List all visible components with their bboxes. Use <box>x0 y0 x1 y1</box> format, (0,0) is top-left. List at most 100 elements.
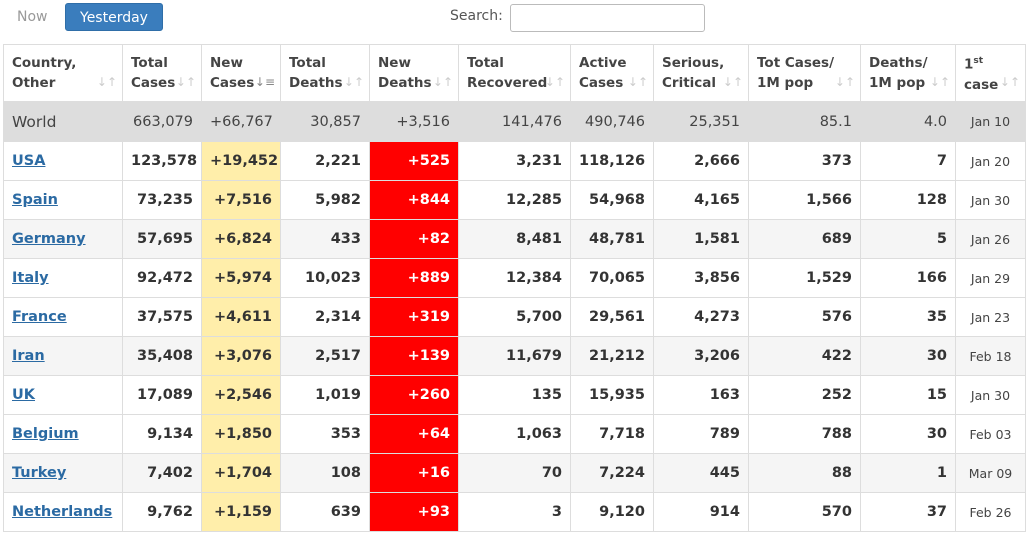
tab-now[interactable]: Now <box>17 9 48 25</box>
serious-critical-cell: 1,581 <box>653 219 749 259</box>
cases-per-million-cell: 1,529 <box>748 258 861 298</box>
country-link[interactable]: Germany <box>12 231 86 247</box>
country-link[interactable]: Netherlands <box>12 504 113 520</box>
first-case-cell: Jan 26 <box>955 219 1026 259</box>
new-deaths-cell: +64 <box>369 414 459 454</box>
active-cases-cell: 54,968 <box>570 180 654 220</box>
first-case-cell: Jan 29 <box>955 258 1026 298</box>
header-country[interactable]: Country, Other ↓↑ <box>3 44 123 102</box>
total-recovered-cell: 141,476 <box>458 101 571 142</box>
search-input[interactable] <box>510 4 705 32</box>
total-recovered-cell: 11,679 <box>458 336 571 376</box>
serious-critical-cell: 25,351 <box>653 101 749 142</box>
first-case-cell: Feb 18 <box>955 336 1026 376</box>
table-row: France 37,575 +4,611 2,314 +319 5,700 29,561 4,… <box>3 297 1026 337</box>
country-cell: France <box>3 297 123 337</box>
serious-critical-cell: 163 <box>653 375 749 415</box>
deaths-per-million-cell: 37 <box>860 492 956 532</box>
new-deaths-cell: +16 <box>369 453 459 493</box>
total-cases-cell: 663,079 <box>122 101 202 142</box>
header-serious-critical[interactable]: Serious, Critical ↓↑ <box>653 44 749 102</box>
table-row: UK 17,089 +2,546 1,019 +260 135 15,935 163 252 15… <box>3 375 1026 415</box>
total-deaths-cell: 2,314 <box>280 297 370 337</box>
cases-per-million-cell: 1,566 <box>748 180 861 220</box>
total-deaths-cell: 353 <box>280 414 370 454</box>
new-cases-cell: +6,824 <box>201 219 281 259</box>
active-cases-cell: 9,120 <box>570 492 654 532</box>
cases-per-million-cell: 570 <box>748 492 861 532</box>
total-cases-cell: 123,578 <box>122 141 202 181</box>
header-first-case[interactable]: 1st case ↓↑ <box>955 44 1026 102</box>
country-link[interactable]: Turkey <box>12 465 67 481</box>
total-cases-cell: 57,695 <box>122 219 202 259</box>
cases-per-million-cell: 788 <box>748 414 861 454</box>
header-new-cases[interactable]: New Cases ↓≡ <box>201 44 281 102</box>
new-deaths-cell: +844 <box>369 180 459 220</box>
table-row: USA 123,578 +19,452 2,221 +525 3,231 118,126 2,… <box>3 141 1026 181</box>
first-case-cell: Mar 09 <box>955 453 1026 493</box>
country-link[interactable]: Iran <box>12 348 45 364</box>
header-total-recovered[interactable]: Total Recovered ↓↑ <box>458 44 571 102</box>
country-link[interactable]: Italy <box>12 270 49 286</box>
country-link[interactable]: UK <box>12 387 36 403</box>
sort-icon: ↓↑ <box>175 75 196 89</box>
first-case-cell: Jan 20 <box>955 141 1026 181</box>
search-label: Search: <box>450 8 503 24</box>
first-case-cell: Feb 03 <box>955 414 1026 454</box>
cases-per-million-cell: 576 <box>748 297 861 337</box>
total-cases-cell: 92,472 <box>122 258 202 298</box>
country-link[interactable]: USA <box>12 153 46 169</box>
serious-critical-cell: 914 <box>653 492 749 532</box>
deaths-per-million-cell: 1 <box>860 453 956 493</box>
total-recovered-cell: 8,481 <box>458 219 571 259</box>
header-total-cases[interactable]: Total Cases ↓↑ <box>122 44 202 102</box>
deaths-per-million-cell: 166 <box>860 258 956 298</box>
header-deaths-per-million[interactable]: Deaths/1M pop ↓↑ <box>860 44 956 102</box>
active-cases-cell: 48,781 <box>570 219 654 259</box>
sort-icon: ↓↑ <box>999 75 1020 89</box>
total-recovered-cell: 5,700 <box>458 297 571 337</box>
table-row: Netherlands 9,762 +1,159 639 +93 3 9,120 914 570… <box>3 492 1026 532</box>
deaths-per-million-cell: 35 <box>860 297 956 337</box>
cases-per-million-cell: 85.1 <box>748 101 861 142</box>
total-deaths-cell: 10,023 <box>280 258 370 298</box>
header-active-cases[interactable]: Active Cases ↓↑ <box>570 44 654 102</box>
new-deaths-cell: +139 <box>369 336 459 376</box>
country-cell: UK <box>3 375 123 415</box>
serious-critical-cell: 4,165 <box>653 180 749 220</box>
active-cases-cell: 490,746 <box>570 101 654 142</box>
header-cases-per-million[interactable]: Tot Cases/1M pop ↓↑ <box>748 44 861 102</box>
country-cell: Netherlands <box>3 492 123 532</box>
new-deaths-cell: +82 <box>369 219 459 259</box>
table-row: Italy 92,472 +5,974 10,023 +889 12,384 70,065 3… <box>3 258 1026 298</box>
sort-icon: ↓↑ <box>96 75 117 89</box>
table-row: Belgium 9,134 +1,850 353 +64 1,063 7,718 789 788… <box>3 414 1026 454</box>
active-cases-cell: 70,065 <box>570 258 654 298</box>
sort-icon: ↓↑ <box>722 75 743 89</box>
country-cell: Italy <box>3 258 123 298</box>
new-deaths-cell: +319 <box>369 297 459 337</box>
deaths-per-million-cell: 30 <box>860 414 956 454</box>
cases-per-million-cell: 252 <box>748 375 861 415</box>
serious-critical-cell: 445 <box>653 453 749 493</box>
total-cases-cell: 35,408 <box>122 336 202 376</box>
active-cases-cell: 118,126 <box>570 141 654 181</box>
new-cases-cell: +1,850 <box>201 414 281 454</box>
country-link[interactable]: Spain <box>12 192 58 208</box>
serious-critical-cell: 3,856 <box>653 258 749 298</box>
tab-yesterday[interactable]: Yesterday <box>65 3 163 31</box>
toolbar: Now Yesterday Search: <box>0 0 1030 44</box>
table-row: Turkey 7,402 +1,704 108 +16 70 7,224 445 88 1 Mar … <box>3 453 1026 493</box>
header-new-deaths[interactable]: New Deaths ↓↑ <box>369 44 459 102</box>
country-link[interactable]: Belgium <box>12 426 79 442</box>
total-cases-cell: 17,089 <box>122 375 202 415</box>
sort-icon: ↓↑ <box>929 75 950 89</box>
new-cases-cell: +7,516 <box>201 180 281 220</box>
cases-per-million-cell: 689 <box>748 219 861 259</box>
serious-critical-cell: 2,666 <box>653 141 749 181</box>
new-cases-cell: +5,974 <box>201 258 281 298</box>
country-link[interactable]: France <box>12 309 67 325</box>
sort-desc-icon: ↓≡ <box>254 75 275 89</box>
total-recovered-cell: 3,231 <box>458 141 571 181</box>
header-total-deaths[interactable]: Total Deaths ↓↑ <box>280 44 370 102</box>
